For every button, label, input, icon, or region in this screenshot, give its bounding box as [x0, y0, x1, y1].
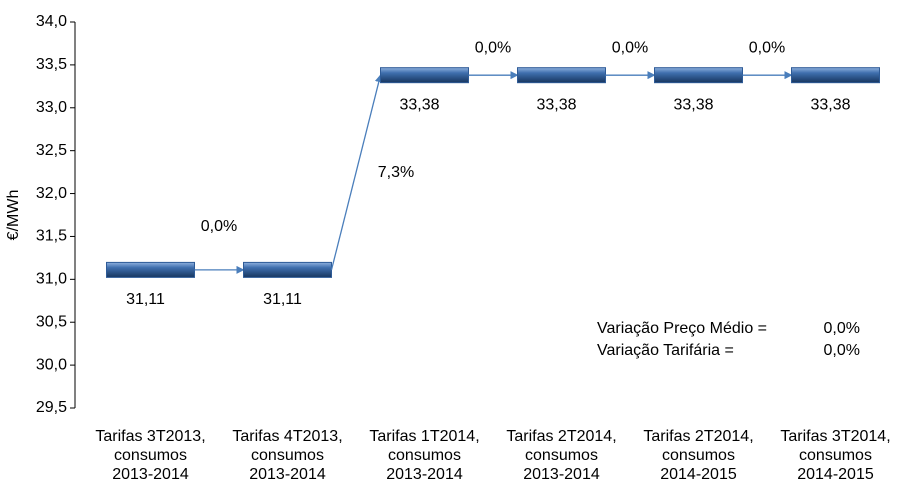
note-label: Variação Tarifária =: [597, 342, 734, 359]
y-tick-label: 31,5: [36, 228, 67, 245]
x-tick-label: consumos: [114, 447, 187, 464]
x-tick-label: consumos: [388, 447, 461, 464]
value-label: 31,11: [126, 291, 165, 308]
value-label: 33,38: [536, 96, 576, 113]
bar: [517, 67, 606, 84]
x-tick-label: Tarifas 2T2014,: [643, 428, 753, 445]
y-tick-label: 34,0: [36, 13, 67, 30]
y-tick-label: 31,0: [36, 271, 67, 288]
note-value: 0,0%: [824, 320, 860, 337]
x-tick-label: Tarifas 3T2014,: [780, 428, 890, 445]
change-label: 0,0%: [612, 39, 648, 56]
x-tick-label: Tarifas 2T2014,: [506, 428, 616, 445]
value-label: 33,38: [399, 96, 439, 113]
bar: [380, 67, 469, 84]
x-tick-label: 2014-2015: [660, 466, 737, 483]
x-tick-label: consumos: [251, 447, 324, 464]
note-label: Variação Preço Médio =: [597, 320, 767, 337]
x-tick-label: 2013-2014: [386, 466, 463, 483]
x-tick-label: consumos: [662, 447, 735, 464]
change-label: 0,0%: [749, 39, 785, 56]
bar: [791, 67, 880, 84]
value-label: 33,38: [810, 96, 850, 113]
bar: [106, 261, 195, 278]
x-tick-label: Tarifas 1T2014,: [369, 428, 479, 445]
x-tick-label: Tarifas 3T2013,: [95, 428, 205, 445]
x-tick-label: 2014-2015: [797, 466, 874, 483]
change-label: 7,3%: [378, 164, 414, 181]
change-label: 0,0%: [475, 39, 511, 56]
y-tick-label: 30,0: [36, 356, 67, 373]
note-value: 0,0%: [824, 342, 860, 359]
arrow: [330, 74, 383, 271]
y-tick-label: 30,5: [36, 313, 67, 330]
x-tick-label: 2013-2014: [523, 466, 600, 483]
x-tick-label: Tarifas 4T2013,: [232, 428, 342, 445]
y-tick-label: 32,0: [36, 185, 67, 202]
y-tick-label: 33,5: [36, 56, 67, 73]
value-label: 31,11: [263, 291, 302, 308]
y-tick-label: 29,5: [36, 399, 67, 416]
x-tick-label: consumos: [799, 447, 872, 464]
y-tick-label: 32,5: [36, 142, 67, 159]
y-tick-label: 33,0: [36, 99, 67, 116]
x-tick-label: 2013-2014: [112, 466, 189, 483]
bar: [654, 67, 743, 84]
change-label: 0,0%: [201, 218, 237, 235]
x-tick-label: 2013-2014: [249, 466, 326, 483]
value-label: 33,38: [673, 96, 713, 113]
bar: [243, 261, 332, 278]
x-tick-label: consumos: [525, 447, 598, 464]
y-axis-label: €/MWh: [5, 190, 22, 241]
